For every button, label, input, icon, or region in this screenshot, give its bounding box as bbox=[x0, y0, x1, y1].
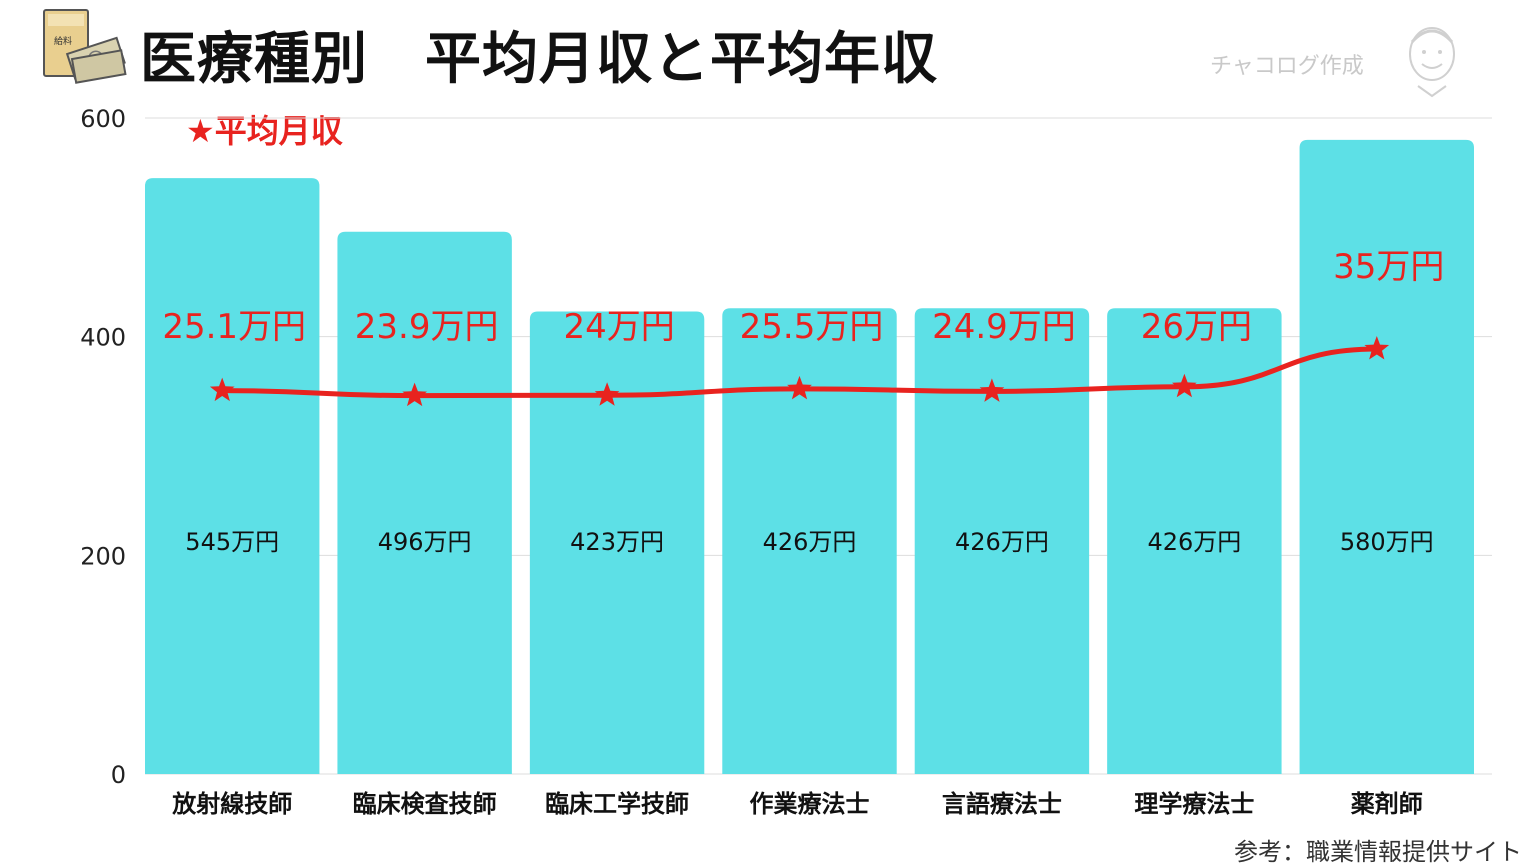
category-label: 薬剤師 bbox=[1351, 790, 1423, 818]
monthly-point bbox=[1364, 336, 1390, 360]
envelope-label: 給料 bbox=[54, 35, 72, 47]
monthly-point bbox=[979, 378, 1005, 402]
bar-value-label: 423万円 bbox=[570, 528, 664, 556]
watermark: チャコログ作成 bbox=[1210, 54, 1364, 79]
monthly-value-label: 24万円 bbox=[563, 307, 674, 347]
avatar-icon bbox=[1409, 27, 1455, 98]
bar bbox=[337, 231, 512, 774]
monthly-value-label: 25.1万円 bbox=[162, 307, 306, 347]
y-tick-label: 200 bbox=[80, 542, 126, 570]
page-title: 医療種別 平均月収と平均年収 bbox=[140, 27, 938, 92]
bar-value-label: 426万円 bbox=[955, 528, 1049, 556]
bar-value-label: 496万円 bbox=[378, 528, 472, 556]
bar-value-label: 580万円 bbox=[1340, 528, 1434, 556]
bar bbox=[1299, 139, 1474, 774]
monthly-point bbox=[1172, 373, 1197, 398]
category-label: 臨床検査技師 bbox=[353, 790, 497, 818]
bar bbox=[145, 178, 320, 775]
y-tick-label: 400 bbox=[80, 324, 126, 352]
monthly-value-label: 24.9万円 bbox=[932, 307, 1076, 347]
y-tick-label: 600 bbox=[80, 105, 126, 133]
y-tick-label: 0 bbox=[111, 761, 126, 789]
bar-value-label: 426万円 bbox=[1147, 528, 1241, 556]
monthly-value-label: 35万円 bbox=[1333, 247, 1444, 287]
bar bbox=[1107, 308, 1282, 774]
monthly-value-label: 23.9万円 bbox=[355, 307, 499, 347]
category-label: 言語療法士 bbox=[942, 790, 1062, 818]
source-note: 参考：職業情報提供サイト bbox=[1234, 838, 1522, 866]
monthly-point bbox=[594, 382, 620, 406]
monthly-value-label: 26万円 bbox=[1141, 307, 1252, 347]
monthly-point bbox=[209, 377, 235, 402]
monthly-point bbox=[787, 375, 812, 400]
category-label: 作業療法士 bbox=[750, 790, 870, 818]
category-label: 臨床工学技師 bbox=[545, 790, 689, 818]
bar bbox=[914, 308, 1090, 774]
bar bbox=[722, 308, 897, 774]
category-label: 放射線技師 bbox=[171, 790, 292, 818]
category-label: 理学療法士 bbox=[1134, 790, 1254, 818]
bar-value-label: 426万円 bbox=[763, 528, 857, 556]
salary-envelope-icon: 給料 bbox=[43, 9, 127, 84]
monthly-value-label: 25.5万円 bbox=[740, 307, 884, 347]
bar-value-label: 545万円 bbox=[185, 528, 279, 556]
bar bbox=[529, 311, 705, 774]
monthly-point bbox=[402, 382, 427, 407]
